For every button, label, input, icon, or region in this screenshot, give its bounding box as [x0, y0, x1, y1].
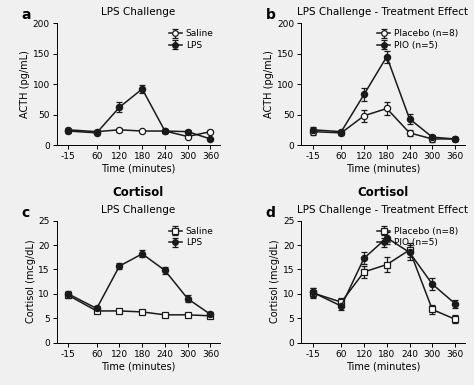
Title: Cortisol
LPS Challenge: Cortisol LPS Challenge [0, 384, 1, 385]
X-axis label: Time (minutes): Time (minutes) [346, 362, 420, 372]
Legend: Placebo (n=8), PIO (n=5): Placebo (n=8), PIO (n=5) [375, 225, 460, 249]
Title: Cortisol
LPS Challenge - Treatment Effect: Cortisol LPS Challenge - Treatment Effec… [0, 384, 1, 385]
Text: LPS Challenge - Treatment Effect: LPS Challenge - Treatment Effect [298, 7, 468, 17]
Y-axis label: ACTH (pg/mL): ACTH (pg/mL) [20, 50, 30, 118]
Text: ACTH: ACTH [120, 0, 156, 1]
Legend: Saline, LPS: Saline, LPS [167, 28, 215, 52]
Text: LPS Challenge: LPS Challenge [101, 204, 175, 214]
Text: ACTH: ACTH [365, 0, 401, 1]
X-axis label: Time (minutes): Time (minutes) [101, 164, 175, 174]
Title: ACTH
LPS Challenge - Treatment Effect: ACTH LPS Challenge - Treatment Effect [0, 384, 1, 385]
Text: a: a [21, 8, 30, 22]
Text: LPS Challenge - Treatment Effect: LPS Challenge - Treatment Effect [298, 204, 468, 214]
Text: Cortisol: Cortisol [113, 186, 164, 199]
Text: Cortisol: Cortisol [357, 186, 409, 199]
Y-axis label: ACTH (pg/mL): ACTH (pg/mL) [264, 50, 274, 118]
Title: ACTH
LPS Challenge: ACTH LPS Challenge [0, 384, 1, 385]
Y-axis label: Cortisol (mcg/dL): Cortisol (mcg/dL) [270, 240, 280, 323]
Text: c: c [21, 206, 29, 220]
X-axis label: Time (minutes): Time (minutes) [101, 362, 175, 372]
Text: b: b [265, 8, 275, 22]
Legend: Placebo (n=8), PIO (n=5): Placebo (n=8), PIO (n=5) [375, 28, 460, 52]
Y-axis label: Cortisol (mcg/dL): Cortisol (mcg/dL) [26, 240, 36, 323]
Legend: Saline, LPS: Saline, LPS [167, 225, 215, 249]
Text: d: d [265, 206, 275, 220]
Text: LPS Challenge: LPS Challenge [101, 7, 175, 17]
X-axis label: Time (minutes): Time (minutes) [346, 164, 420, 174]
